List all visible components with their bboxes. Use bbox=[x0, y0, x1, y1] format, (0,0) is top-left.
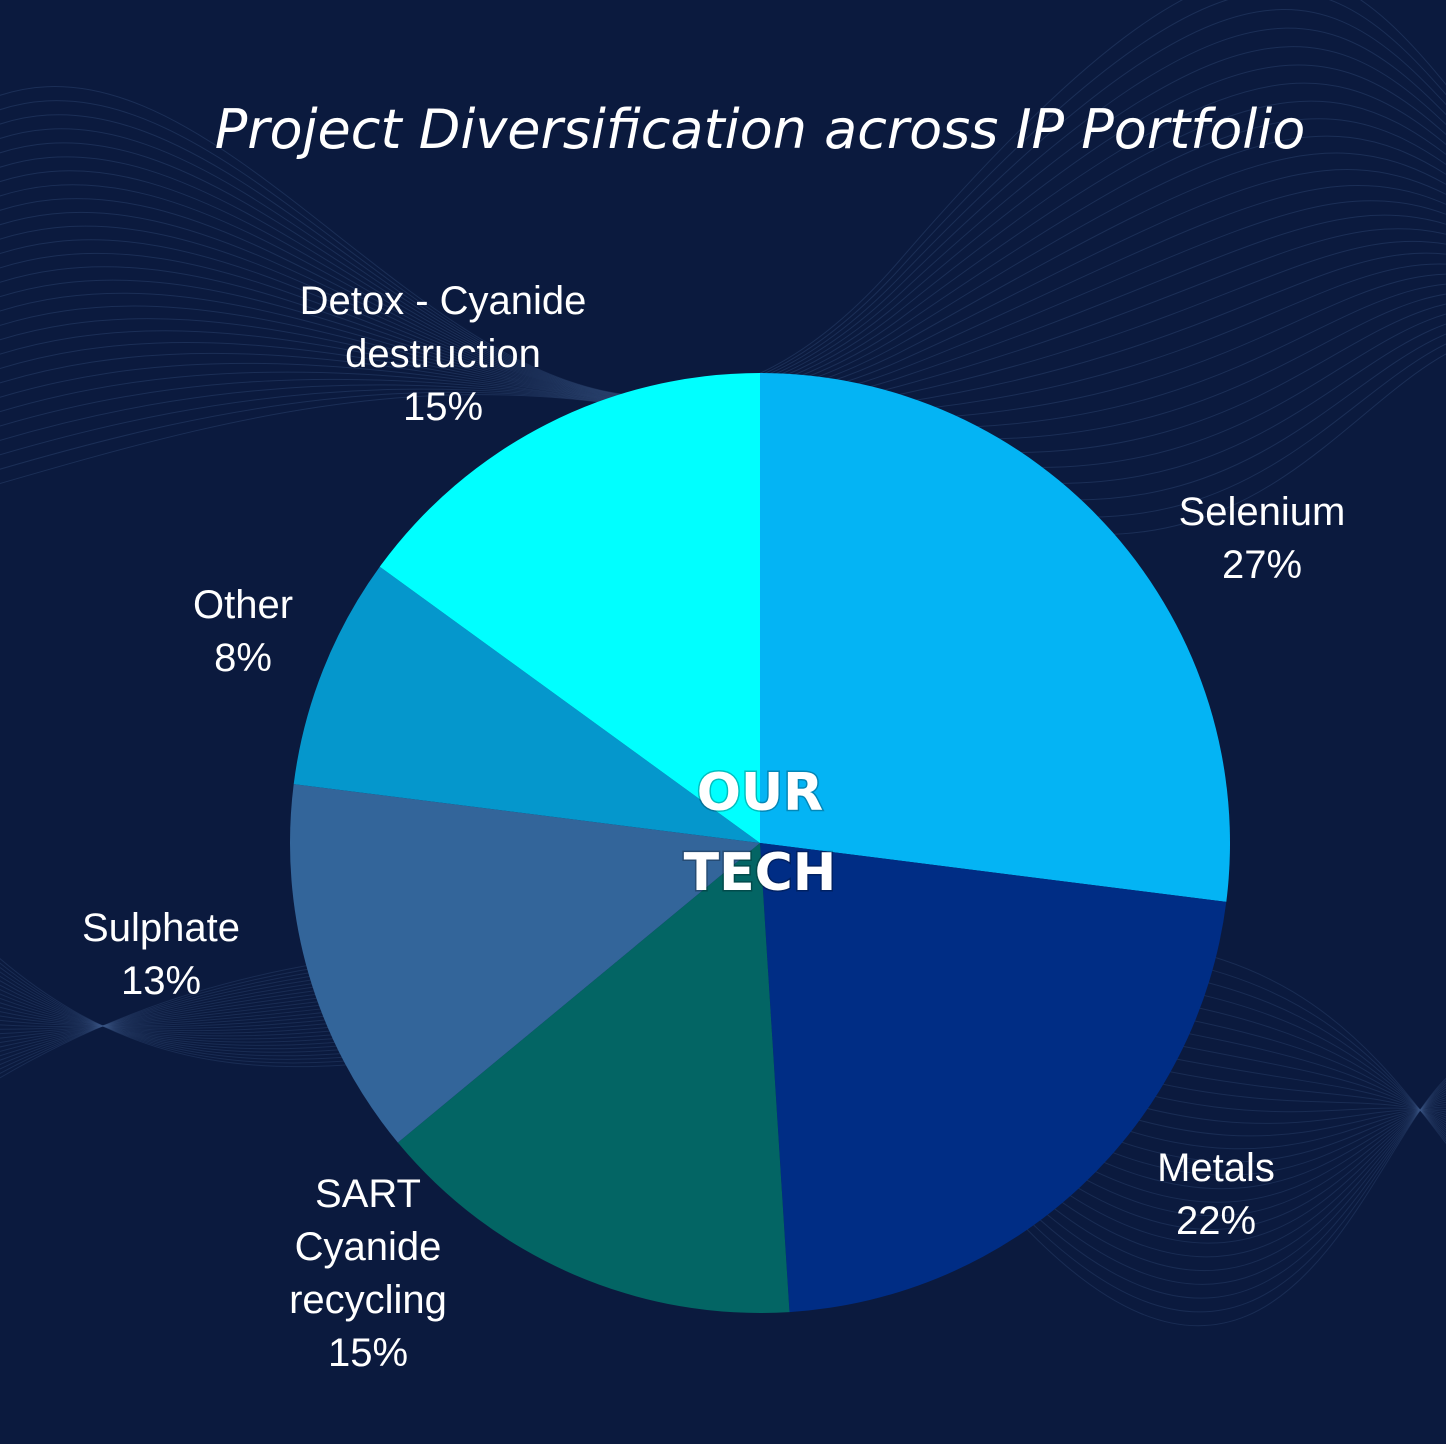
slice-label: Sulphate 13% bbox=[82, 906, 240, 1003]
background-wave-line bbox=[0, 0, 1446, 398]
slice-value-label: 13% bbox=[121, 959, 201, 1003]
chart-title: Project Diversification across IP Portfo… bbox=[215, 98, 1306, 161]
slice-category-label: Metals bbox=[1157, 1146, 1275, 1190]
slice-label: Detox - Cyanide destruction 15% bbox=[300, 279, 587, 429]
slice-category-label: Other bbox=[193, 583, 293, 627]
slice-value-label: 15% bbox=[403, 385, 483, 429]
slice-value-label: 27% bbox=[1222, 543, 1302, 587]
background-wave-line bbox=[0, 9, 1446, 399]
slice-category-label: SART bbox=[315, 1172, 421, 1216]
pie-slices bbox=[290, 373, 1230, 1313]
center-label-line: OUR bbox=[697, 763, 823, 823]
background-wave-line bbox=[0, 46, 1446, 400]
pie-slice-other bbox=[293, 566, 760, 843]
slice-category-label: Selenium bbox=[1179, 490, 1346, 534]
center-label: OUR TECH bbox=[682, 762, 838, 905]
background-wave-line bbox=[0, 0, 1446, 398]
slice-value-label: 8% bbox=[214, 636, 272, 680]
slice-value-label: 22% bbox=[1176, 1199, 1256, 1243]
slice-label: Selenium 27% bbox=[1179, 490, 1346, 587]
pie-slice-sart-cyanide-recycling bbox=[397, 843, 790, 1313]
slice-category-label: recycling bbox=[289, 1278, 447, 1322]
slice-label: SART Cyanide recycling 15% bbox=[289, 1172, 447, 1375]
slice-category-label: Cyanide bbox=[295, 1225, 442, 1269]
pie-slice-metals bbox=[760, 843, 1227, 1313]
slice-category-label: destruction bbox=[345, 332, 541, 376]
pie-slice-selenium bbox=[760, 373, 1230, 902]
slice-label: Other 8% bbox=[193, 583, 293, 680]
slice-category-label: Detox - Cyanide bbox=[300, 279, 587, 323]
slice-value-label: 15% bbox=[328, 1331, 408, 1375]
pie-slice-detox-cyanide-destruction bbox=[379, 373, 760, 843]
pie-slice-sulphate bbox=[290, 784, 760, 1143]
background-wave-line bbox=[0, 27, 1446, 399]
center-label-line: TECH bbox=[684, 843, 837, 903]
slice-category-label: Sulphate bbox=[82, 906, 240, 950]
slice-labels: Selenium 27% Metals 22% SART Cyanide recycling… bbox=[82, 279, 1345, 1375]
slice-label: Metals 22% bbox=[1157, 1146, 1275, 1243]
